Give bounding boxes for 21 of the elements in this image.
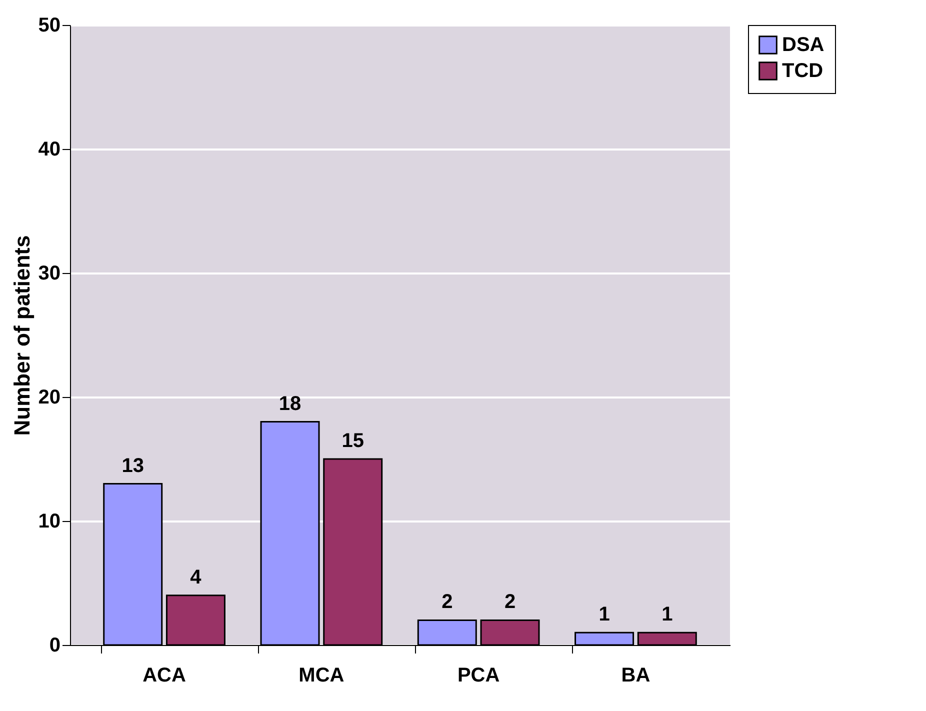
legend-label: TCD	[782, 60, 824, 82]
y-tick-label: 50	[38, 14, 60, 36]
x-tick-label: PCA	[457, 664, 500, 686]
y-tick-label: 10	[38, 510, 60, 532]
y-tick-label: 0	[49, 634, 60, 656]
data-label: 4	[190, 566, 202, 588]
x-tick-label: ACA	[142, 664, 186, 686]
y-axis-title: Number of patients	[9, 235, 34, 436]
legend-label: DSA	[782, 34, 824, 56]
data-label: 2	[442, 591, 453, 614]
y-tick-label: 20	[38, 386, 60, 408]
y-tick-label: 30	[38, 262, 60, 284]
data-label: 15	[342, 430, 364, 452]
x-tick-label: BA	[621, 664, 650, 686]
data-label: 2	[504, 591, 516, 614]
data-label: 1	[598, 604, 610, 626]
data-label: 13	[122, 454, 144, 477]
y-tick-label: 40	[38, 138, 60, 160]
x-tick-label: MCA	[298, 664, 344, 686]
data-label: 18	[278, 392, 302, 415]
data-label: 1	[662, 604, 673, 626]
